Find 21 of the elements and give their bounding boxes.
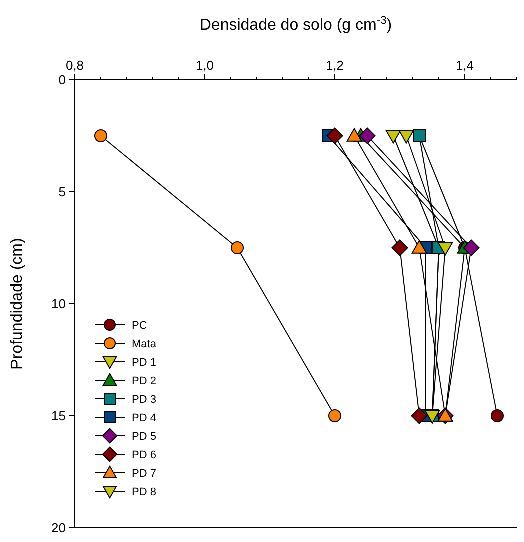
legend-label: PD 8 (132, 486, 156, 498)
legend-label: PD 1 (132, 357, 156, 369)
legend-label: PD 2 (132, 376, 156, 388)
x-tick-label: 1,2 (326, 58, 344, 73)
x-tick-label: 1,0 (196, 58, 214, 73)
x-tick-label: 1,4 (456, 58, 474, 73)
legend-label: PD 7 (132, 468, 156, 480)
y-tick-label: 0 (58, 72, 66, 88)
y-tick-label: 20 (52, 520, 66, 536)
y-tick-label: 15 (52, 408, 66, 424)
y-axis-title: Profundidade (cm) (9, 238, 26, 370)
x-tick-label: 0,8 (66, 58, 84, 73)
y-tick-label: 10 (52, 296, 66, 312)
legend-label: PD 4 (132, 412, 156, 424)
legend-label: Mata (132, 338, 158, 350)
legend-label: PD 6 (132, 450, 156, 462)
legend-label: PD 3 (132, 394, 156, 406)
x-axis-title: Densidade do solo (g cm$^{-3}$) (200, 15, 392, 34)
legend-label: PC (132, 320, 148, 332)
legend-label: PD 5 (132, 431, 156, 443)
y-tick-label: 5 (58, 184, 66, 200)
